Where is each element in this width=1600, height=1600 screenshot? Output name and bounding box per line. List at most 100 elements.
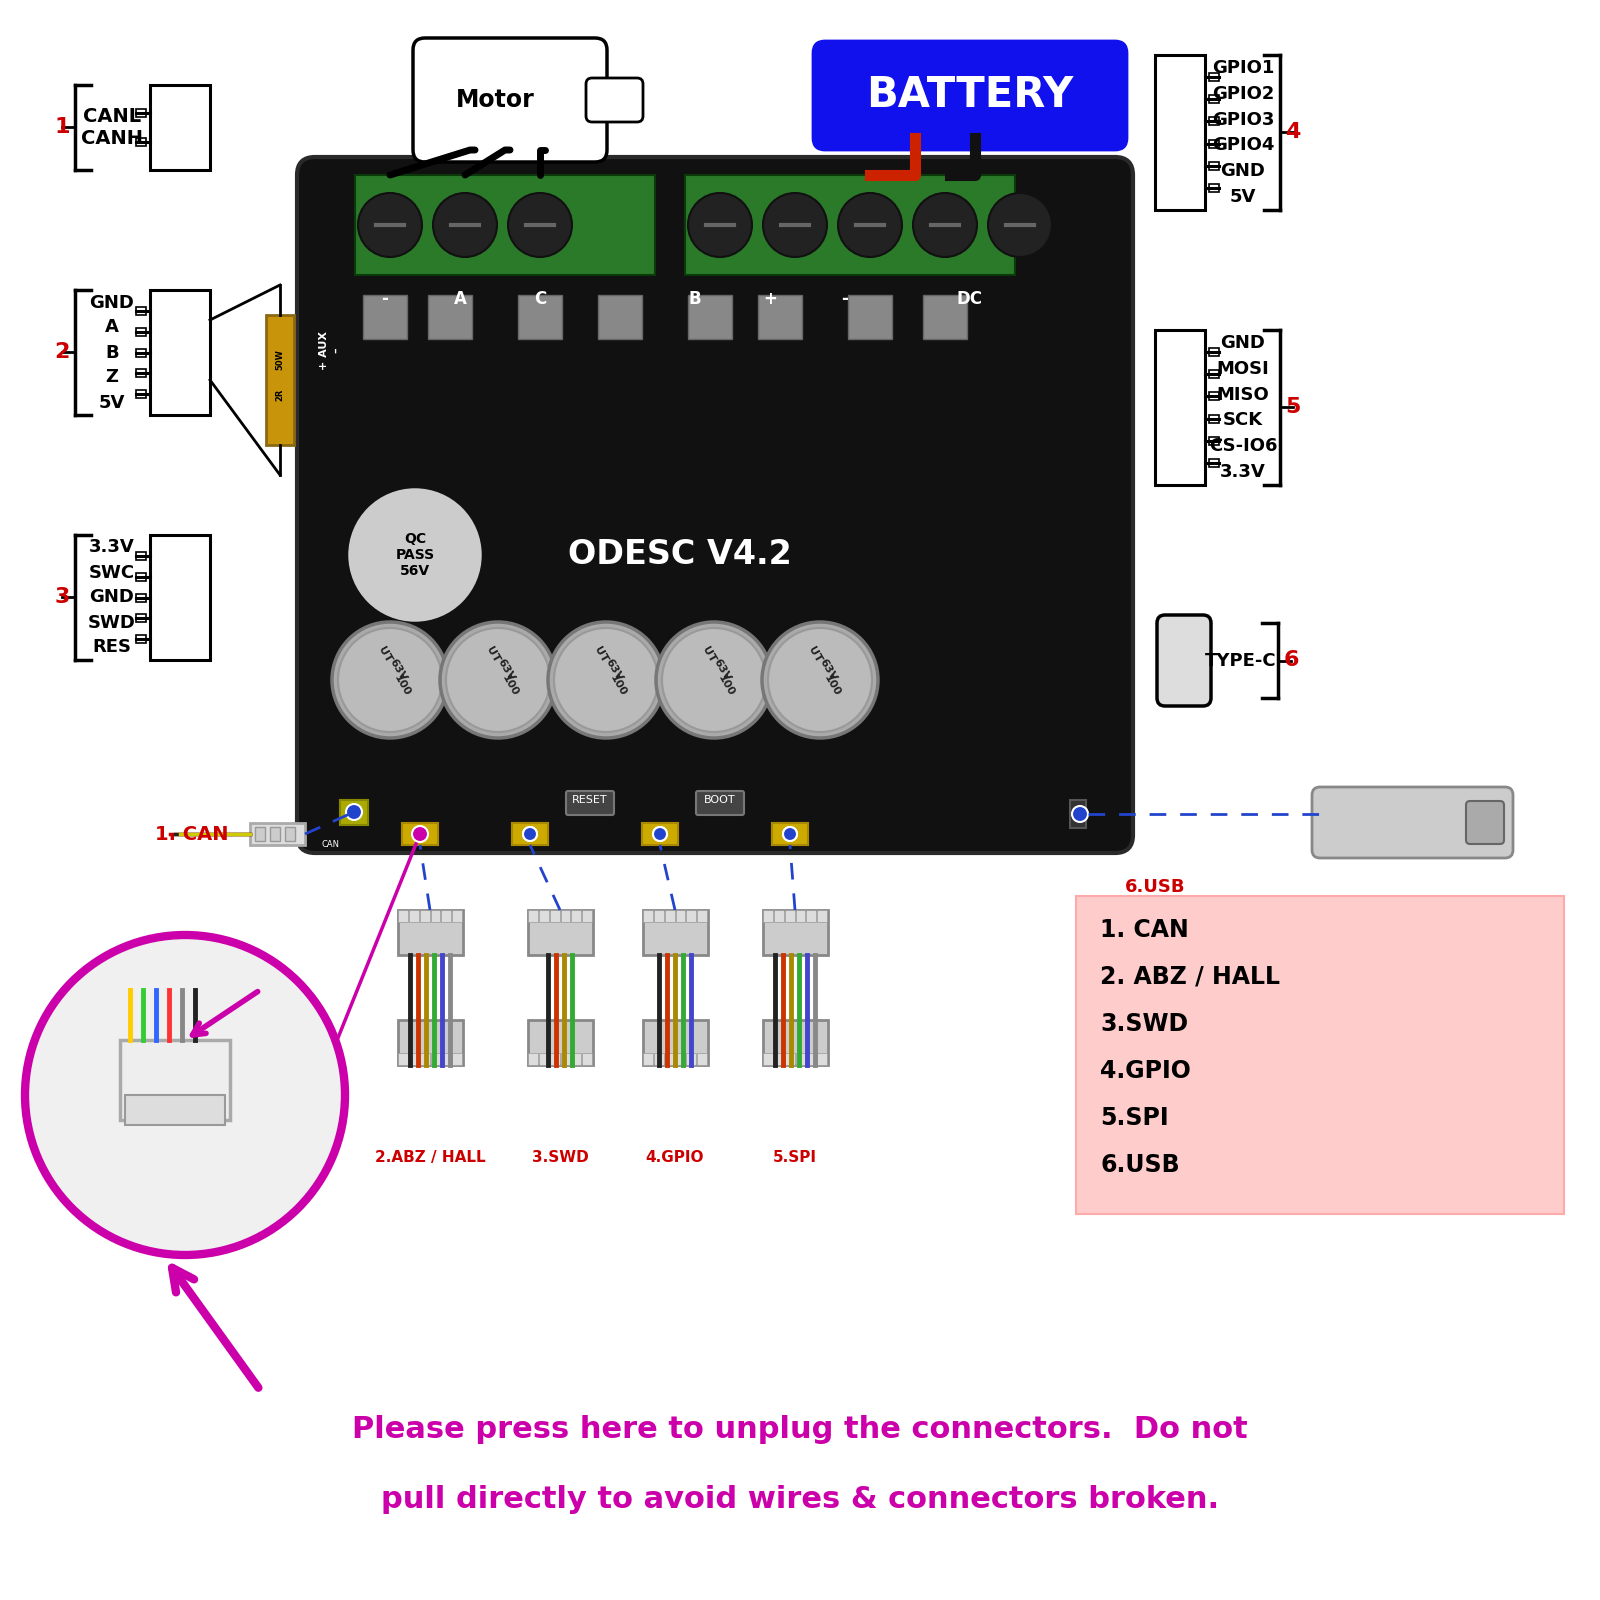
Text: 5.SPI: 5.SPI [1101,1106,1168,1130]
Bar [758,294,802,339]
Circle shape [413,827,427,842]
FancyArrowPatch shape [173,1267,258,1387]
Text: 2.ABZ / HALL: 2.ABZ / HALL [374,1150,485,1165]
Text: 2: 2 [54,342,70,362]
FancyBboxPatch shape [1157,614,1211,706]
Text: SWD: SWD [88,613,136,632]
Circle shape [547,622,664,738]
Bar [136,349,146,357]
Bar [398,910,408,922]
Circle shape [350,490,480,619]
Bar [512,822,547,845]
Text: 100: 100 [715,672,736,698]
Text: 2R: 2R [275,389,285,402]
Bar [686,1053,696,1066]
Text: Motor: Motor [456,88,534,112]
Circle shape [446,627,550,733]
Bar [1210,370,1219,378]
Text: A: A [106,318,118,336]
Bar [763,910,827,955]
Bar [1155,330,1205,485]
Circle shape [440,622,557,738]
Bar [442,910,451,922]
Bar [1210,184,1219,192]
Bar [419,910,429,922]
FancyBboxPatch shape [1466,802,1504,845]
Bar [339,800,368,826]
Bar [430,1053,440,1066]
Bar [150,85,210,170]
Text: RESET: RESET [573,795,608,805]
Bar [402,822,438,845]
Bar [560,1053,570,1066]
Text: B: B [688,290,701,307]
Bar [784,910,795,922]
Text: 100: 100 [822,672,842,698]
Bar [398,1053,408,1066]
Text: 3: 3 [54,587,70,606]
Bar [582,1053,592,1066]
Circle shape [838,194,902,258]
Bar [539,910,549,922]
Bar [453,910,462,922]
FancyBboxPatch shape [696,790,744,814]
FancyBboxPatch shape [1075,896,1565,1214]
Bar [686,910,696,922]
Bar [528,910,538,922]
Bar [642,822,678,845]
Circle shape [554,627,658,733]
Bar [136,635,146,643]
Bar [250,822,306,845]
Text: GND: GND [1221,334,1266,352]
Bar [675,910,685,922]
Bar [1210,392,1219,400]
Bar [1210,437,1219,445]
Bar [774,910,784,922]
Text: 100: 100 [392,672,413,698]
Text: BATTERY: BATTERY [866,74,1074,117]
Text: QC
PASS
56V: QC PASS 56V [395,531,435,578]
Bar [763,1053,773,1066]
Bar [664,1053,675,1066]
Text: GND: GND [90,589,134,606]
Text: B: B [106,344,118,362]
Bar [698,910,707,922]
Circle shape [509,194,573,258]
Text: CAN: CAN [322,840,339,850]
Text: 2. ABZ / HALL: 2. ABZ / HALL [1101,965,1280,989]
Bar [1210,349,1219,357]
Circle shape [434,194,498,258]
Bar [698,1053,707,1066]
Bar [270,827,280,842]
Bar [1210,414,1219,422]
Text: GPIO2: GPIO2 [1211,85,1274,102]
Text: 1. CAN: 1. CAN [1101,918,1189,942]
Bar [643,910,653,922]
Bar [150,290,210,414]
Text: GND: GND [1221,162,1266,181]
Bar [598,294,642,339]
Text: GND: GND [90,293,134,312]
Bar [136,370,146,378]
Bar [136,390,146,398]
Bar [571,1053,581,1066]
Circle shape [26,934,346,1254]
Text: UT: UT [485,645,501,664]
Text: 1: 1 [54,117,70,138]
Bar [397,1021,462,1066]
FancyBboxPatch shape [586,78,643,122]
Bar [136,307,146,315]
Bar [685,174,1014,275]
Bar [355,174,654,275]
Circle shape [782,827,797,842]
FancyBboxPatch shape [566,790,614,814]
Circle shape [768,627,872,733]
Bar [518,294,562,339]
Bar [150,534,210,659]
Bar [1210,96,1219,104]
Bar [1210,162,1219,170]
Text: RES: RES [93,638,131,656]
Bar [539,1053,549,1066]
Text: DC: DC [957,290,982,307]
Text: + AUX
–: + AUX – [320,331,341,370]
